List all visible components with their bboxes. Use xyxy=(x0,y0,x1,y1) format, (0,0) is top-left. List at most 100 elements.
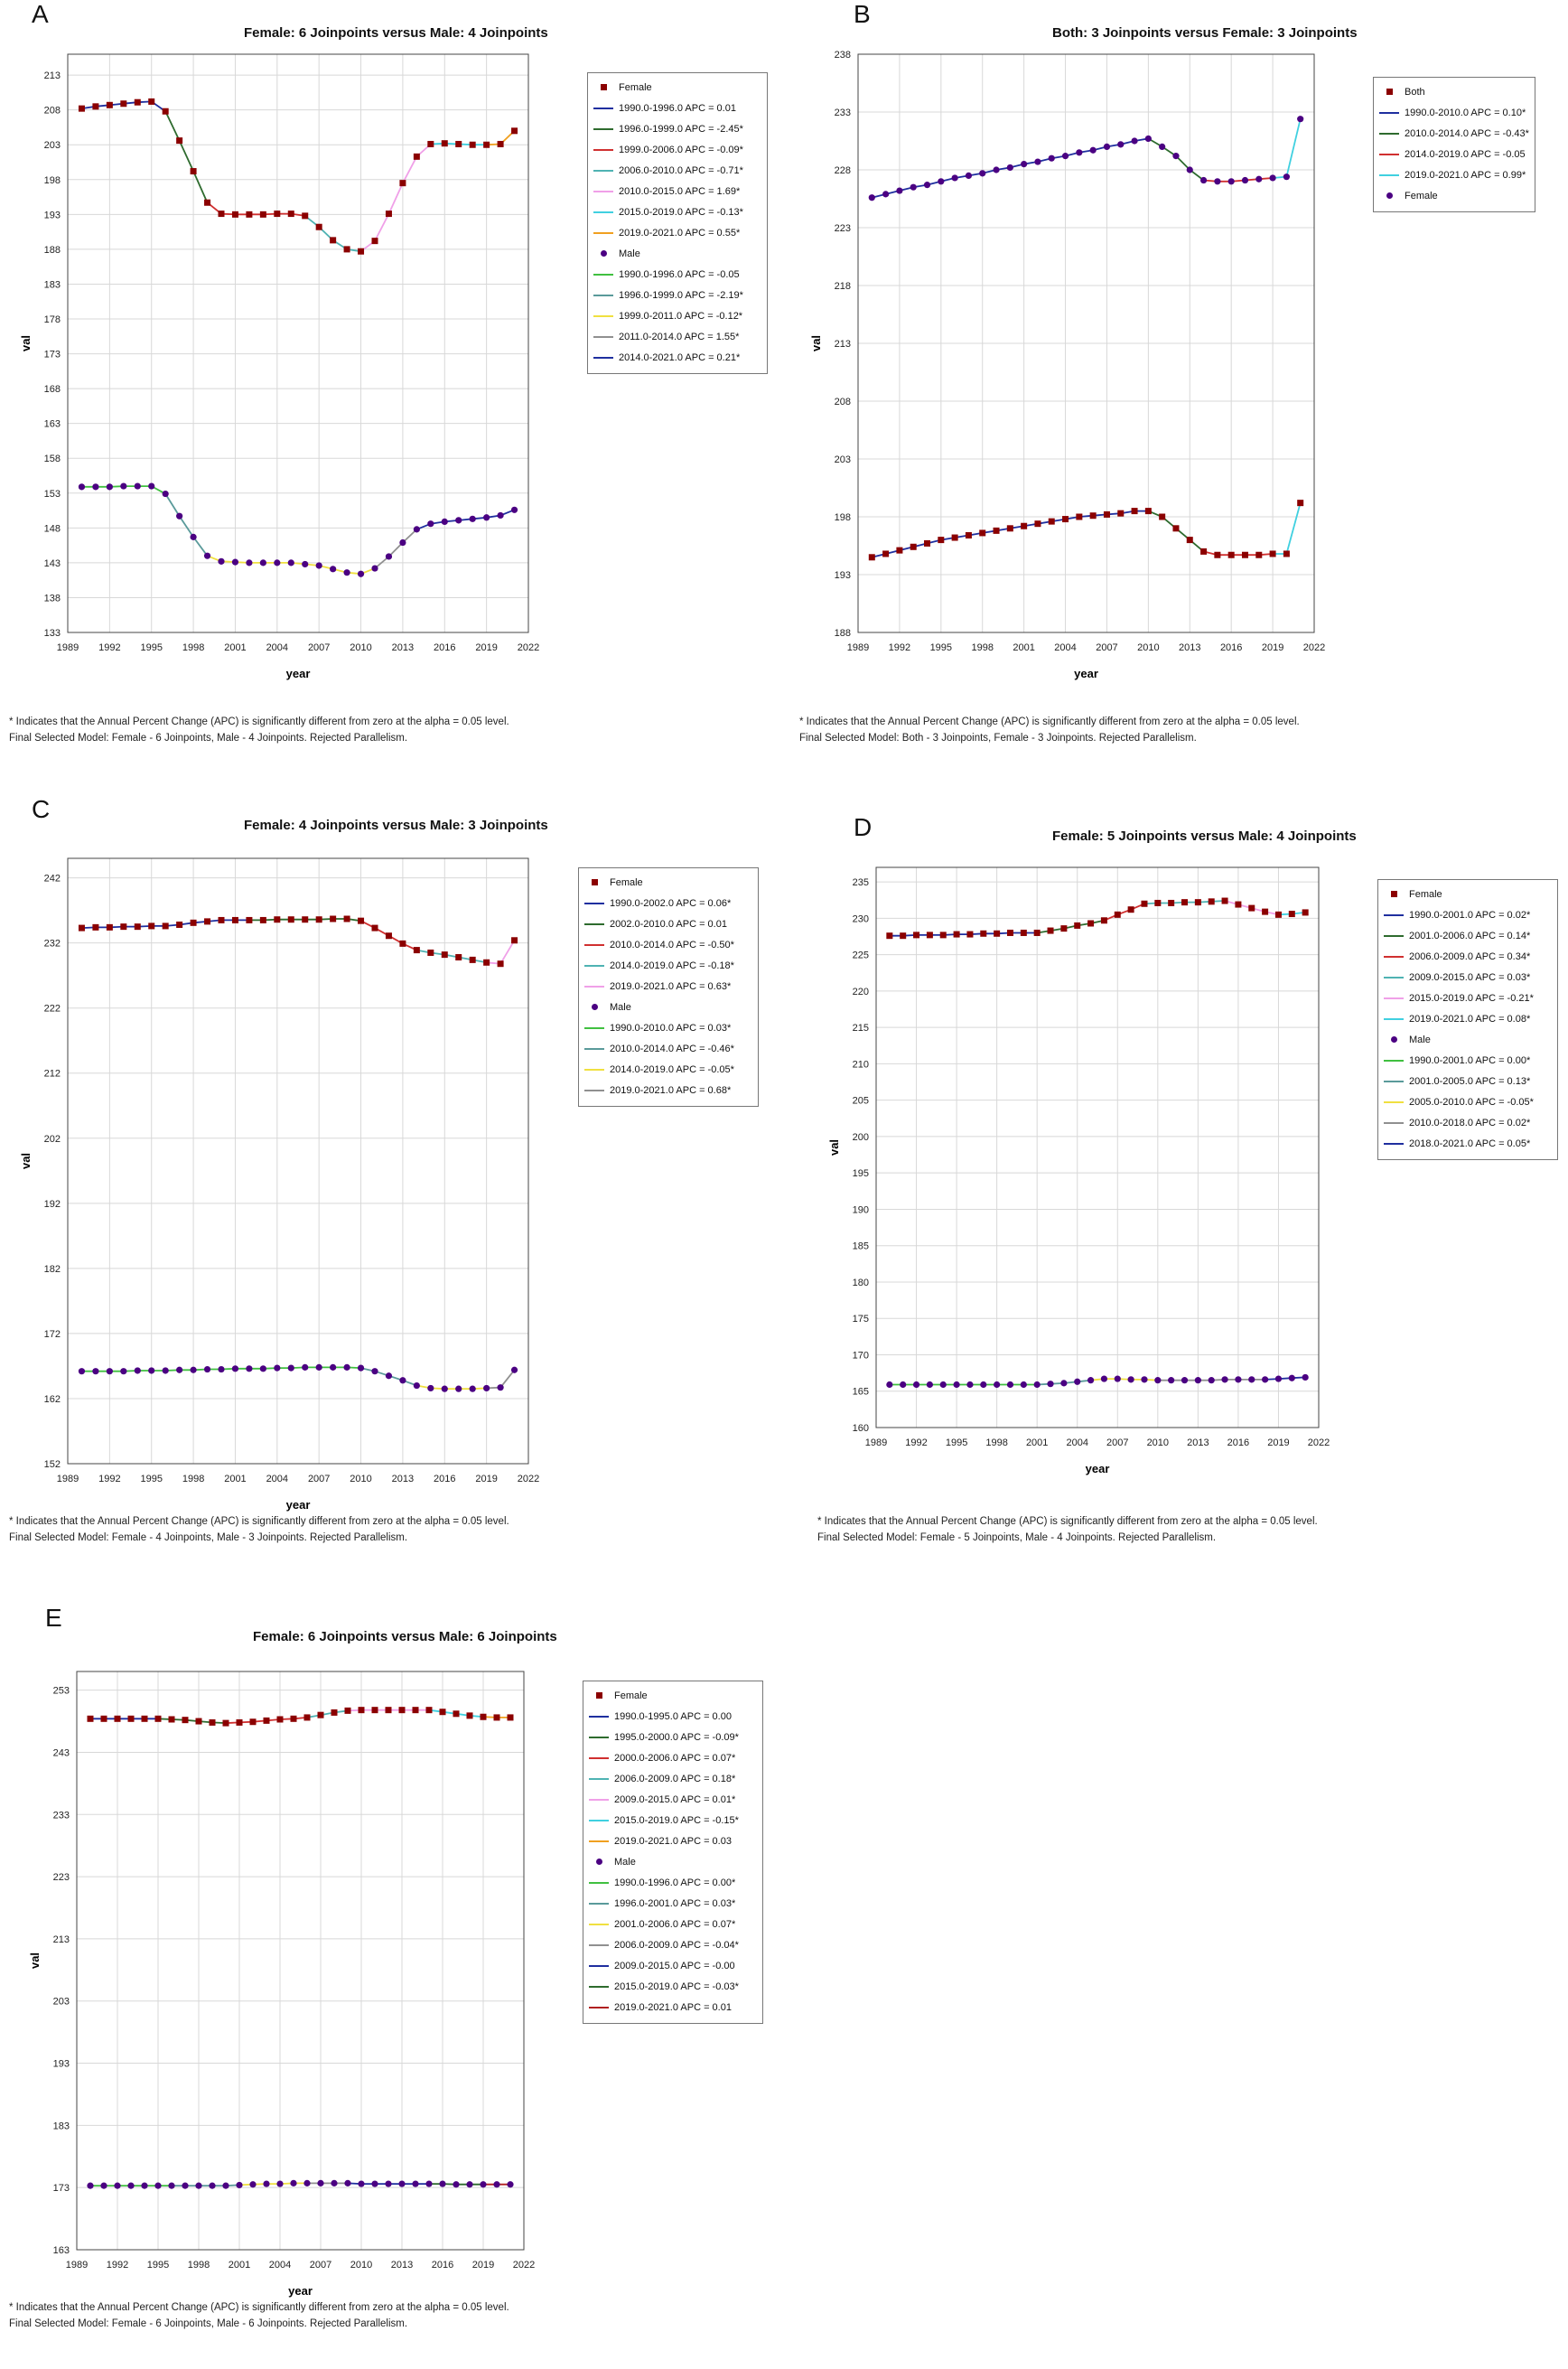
line-swatch-icon xyxy=(1384,1080,1404,1082)
data-point-female xyxy=(1208,898,1215,905)
data-point-male xyxy=(287,559,294,566)
legend-swatch xyxy=(589,1798,609,1801)
data-point-male xyxy=(886,1381,893,1389)
data-point-male xyxy=(315,562,322,569)
line-swatch-icon xyxy=(584,902,604,904)
data-point-both xyxy=(979,529,986,537)
data-point-female xyxy=(1100,917,1107,924)
x-tick-label: 1989 xyxy=(865,1437,887,1448)
data-point-male xyxy=(466,2181,473,2188)
chart-title: Female: 4 Joinpoints versus Male: 3 Join… xyxy=(244,818,548,833)
data-point-male xyxy=(371,2180,378,2187)
data-point-male xyxy=(78,1368,86,1375)
data-point-male xyxy=(413,526,420,533)
y-tick-label: 222 xyxy=(44,1004,61,1015)
data-point-female xyxy=(317,1711,324,1718)
legend-segment-label: 2009.0-2015.0 APC = 0.03* xyxy=(1409,971,1531,983)
data-point-female xyxy=(979,170,986,177)
data-point-male xyxy=(385,1372,393,1380)
data-point-both xyxy=(1131,508,1138,515)
trend-segment-female xyxy=(1104,903,1145,922)
line-swatch-icon xyxy=(589,1943,609,1946)
line-swatch-icon xyxy=(1384,1017,1404,1020)
legend-segment-entry: 1996.0-1999.0 APC = -2.45* xyxy=(593,118,761,139)
panel-letter: D xyxy=(854,813,873,841)
x-tick-label: 1992 xyxy=(107,2260,128,2271)
y-tick-label: 172 xyxy=(44,1329,61,1340)
x-tick-label: 2004 xyxy=(1066,1437,1087,1448)
data-point-female xyxy=(1288,911,1295,918)
data-point-female xyxy=(259,211,266,218)
data-point-male xyxy=(399,1377,406,1384)
data-point-female xyxy=(209,1718,216,1726)
panel-letter: B xyxy=(854,0,871,28)
legend-segment-label: 2006.0-2010.0 APC = -0.71* xyxy=(619,164,743,176)
x-tick-label: 2022 xyxy=(513,2260,535,2271)
data-point-female xyxy=(480,1713,487,1720)
legend-segment-entry: 1990.0-2010.0 APC = 0.03* xyxy=(584,1017,752,1038)
data-point-female xyxy=(994,930,1001,937)
dot-marker-icon xyxy=(591,1004,598,1010)
data-point-male xyxy=(176,1366,183,1373)
data-point-male xyxy=(425,2180,433,2187)
data-point-female xyxy=(1269,174,1276,182)
data-point-female xyxy=(1241,176,1249,184)
y-tick-label: 213 xyxy=(53,1934,70,1945)
data-point-male xyxy=(1221,1376,1228,1383)
data-point-male xyxy=(480,2181,487,2188)
data-point-female xyxy=(134,98,141,106)
y-tick-label: 223 xyxy=(53,1872,70,1883)
data-point-male xyxy=(493,2181,500,2188)
x-tick-label: 2013 xyxy=(1179,642,1200,653)
legend-segment-entry: 2006.0-2009.0 APC = 0.18* xyxy=(589,1768,757,1789)
data-point-female xyxy=(218,916,225,923)
data-point-female xyxy=(162,108,169,115)
line-swatch-icon xyxy=(593,148,613,151)
data-point-male xyxy=(154,2182,162,2189)
footnote: * Indicates that the Annual Percent Chan… xyxy=(799,714,1300,746)
legend-swatch xyxy=(1379,111,1399,114)
legend-group-label: Male xyxy=(610,1001,631,1013)
square-marker-icon xyxy=(1386,89,1393,95)
data-point-female xyxy=(511,937,518,944)
legend-segment-entry: 2001.0-2006.0 APC = 0.07* xyxy=(589,1914,757,1934)
chart-panel: C Female: 4 Joinpoints versus Male: 3 Joi… xyxy=(0,795,777,1572)
data-point-female xyxy=(358,1707,365,1714)
legend-group-label: Male xyxy=(619,248,640,259)
x-tick-label: 2013 xyxy=(1187,1437,1209,1448)
legend-segment-label: 2010.0-2018.0 APC = 0.02* xyxy=(1409,1117,1531,1128)
legend-segment-label: 1990.0-2002.0 APC = 0.06* xyxy=(610,897,732,909)
legend-marker xyxy=(589,1692,609,1699)
y-tick-label: 208 xyxy=(835,397,851,407)
plot-frame xyxy=(857,53,1315,633)
x-tick-label: 1995 xyxy=(140,1474,162,1484)
data-point-male xyxy=(141,2182,148,2189)
data-point-male xyxy=(290,2179,297,2186)
data-point-male xyxy=(222,2182,229,2189)
data-point-both xyxy=(910,543,917,550)
plot-area: 1989 1992 1995 1998 2001 2004 2007 2010 2013 2016… xyxy=(28,1671,535,2298)
line-swatch-icon xyxy=(589,1798,609,1801)
data-point-male xyxy=(190,1366,197,1373)
trend-segment-female xyxy=(1037,919,1105,934)
legend-segment-entry: 2014.0-2019.0 APC = -0.18* xyxy=(584,955,752,976)
data-point-female xyxy=(92,923,99,931)
footnote: * Indicates that the Annual Percent Chan… xyxy=(9,714,509,746)
data-point-male xyxy=(483,514,490,521)
legend-segment-entry: 2015.0-2019.0 APC = -0.15* xyxy=(589,1810,757,1831)
data-point-female xyxy=(287,916,294,923)
data-point-female xyxy=(469,956,476,963)
x-tick-label: 2010 xyxy=(350,642,371,653)
data-point-female xyxy=(398,1707,406,1714)
data-point-male xyxy=(357,570,365,577)
data-point-female xyxy=(1034,158,1041,165)
y-axis-label: val xyxy=(28,1952,42,1969)
legend-segment-label: 2010.0-2015.0 APC = 1.69* xyxy=(619,185,741,197)
x-tick-label: 2010 xyxy=(1147,1437,1169,1448)
data-point-female xyxy=(148,922,155,930)
legend-swatch xyxy=(589,1985,609,1988)
data-point-female xyxy=(154,1715,162,1722)
data-point-male xyxy=(939,1381,947,1389)
line-swatch-icon xyxy=(1384,1121,1404,1124)
line-swatch-icon xyxy=(584,922,604,925)
